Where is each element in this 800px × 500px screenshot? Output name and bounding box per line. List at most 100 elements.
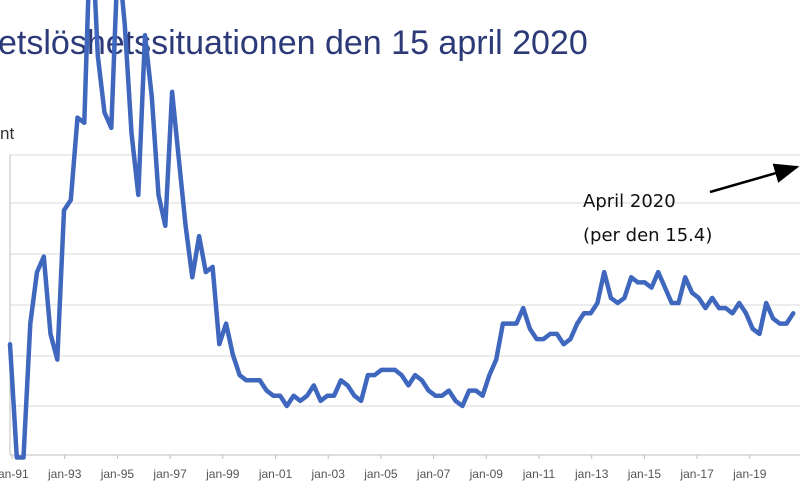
- data-point: [521, 306, 525, 310]
- data-point: [467, 389, 471, 393]
- data-point: [751, 327, 755, 331]
- data-point: [616, 301, 620, 305]
- data-point: [265, 389, 269, 393]
- data-point: [791, 311, 795, 315]
- data-point: [440, 394, 444, 398]
- data-point: [204, 270, 208, 274]
- data-point: [595, 301, 600, 305]
- data-point: [359, 399, 363, 403]
- data-point: [609, 296, 613, 300]
- data-point: [339, 378, 343, 382]
- data-point: [643, 280, 647, 284]
- data-point: [177, 157, 181, 161]
- x-tick-label: jan-97: [152, 467, 187, 481]
- data-point: [386, 368, 390, 372]
- data-point: [771, 316, 775, 320]
- data-point: [8, 342, 12, 346]
- data-point: [96, 54, 100, 58]
- data-point: [474, 389, 478, 393]
- data-point: [629, 275, 633, 279]
- data-point: [683, 275, 687, 279]
- x-tick-label: jan-17: [679, 467, 714, 481]
- data-point: [413, 373, 417, 377]
- x-tick-label: jan-07: [416, 467, 451, 481]
- data-point: [75, 116, 80, 120]
- data-point: [366, 373, 370, 377]
- data-point: [501, 322, 505, 326]
- data-point: [211, 265, 215, 269]
- x-axis-ticks: jan-91 jan-93 jan-95 jan-97 jan-99 jan-01 jan-…: [0, 455, 767, 481]
- data-point: [102, 110, 107, 115]
- data-point: [589, 311, 593, 315]
- annotation: April 2020 (per den 15.4): [583, 163, 800, 246]
- data-point: [156, 193, 161, 197]
- data-point: [555, 332, 559, 336]
- x-tick-label: jan-13: [574, 467, 609, 481]
- data-point: [562, 342, 566, 346]
- x-tick-label: jan-09: [469, 467, 504, 481]
- data-point: [325, 394, 329, 398]
- data-point: [400, 373, 404, 377]
- data-point: [575, 322, 579, 326]
- data-point: [244, 378, 248, 382]
- data-point: [730, 311, 735, 315]
- data-point: [514, 322, 519, 326]
- data-point: [190, 275, 194, 279]
- data-point: [676, 301, 681, 305]
- data-point: [143, 33, 147, 37]
- data-point: [737, 301, 741, 305]
- x-tick-label: jan-95: [100, 467, 135, 481]
- data-point: [42, 255, 46, 259]
- data-point: [541, 337, 546, 341]
- data-point: [312, 383, 316, 387]
- data-point: [170, 90, 174, 94]
- data-point: [231, 352, 235, 357]
- data-point: [15, 455, 19, 460]
- data-point: [535, 337, 539, 341]
- data-point: [129, 131, 134, 135]
- data-point: [197, 234, 201, 238]
- series-group: [7, 0, 796, 460]
- annotation-label: (per den 15.4): [583, 225, 712, 246]
- data-point: [602, 270, 606, 274]
- data-point: [55, 358, 59, 362]
- data-point: [379, 368, 383, 372]
- data-point: [123, 23, 127, 27]
- data-point: [744, 311, 748, 315]
- x-tick-label: jan-05: [363, 467, 398, 481]
- gridlines: [9, 154, 800, 456]
- data-point: [778, 322, 782, 326]
- data-point: [393, 368, 397, 372]
- data-point: [136, 193, 140, 197]
- data-point: [724, 306, 728, 310]
- data-point: [622, 296, 627, 300]
- data-point: [35, 270, 39, 274]
- data-point: [690, 291, 694, 295]
- data-point: [184, 224, 188, 228]
- data-point: [28, 322, 32, 326]
- data-point: [163, 224, 167, 228]
- data-point: [332, 394, 336, 398]
- data-point: [69, 198, 73, 202]
- data-point: [703, 306, 708, 310]
- data-point: [710, 296, 714, 300]
- data-point: [568, 337, 573, 341]
- data-point: [21, 455, 26, 460]
- data-point: [292, 394, 296, 398]
- data-point: [784, 322, 789, 326]
- annotation-label: April 2020: [583, 191, 676, 212]
- data-point: [548, 332, 552, 336]
- annotation-arrow: [709, 163, 800, 194]
- x-tick-label: jan-99: [205, 467, 240, 481]
- data-point: [433, 394, 437, 398]
- data-point: [271, 394, 275, 398]
- y-axis-unit-label: nt: [0, 124, 15, 143]
- data-point: [406, 383, 410, 387]
- data-point: [352, 394, 356, 398]
- data-point: [487, 373, 491, 377]
- data-point: [460, 404, 464, 408]
- data-point: [224, 322, 228, 326]
- data-point: [305, 394, 309, 398]
- data-point: [764, 301, 768, 305]
